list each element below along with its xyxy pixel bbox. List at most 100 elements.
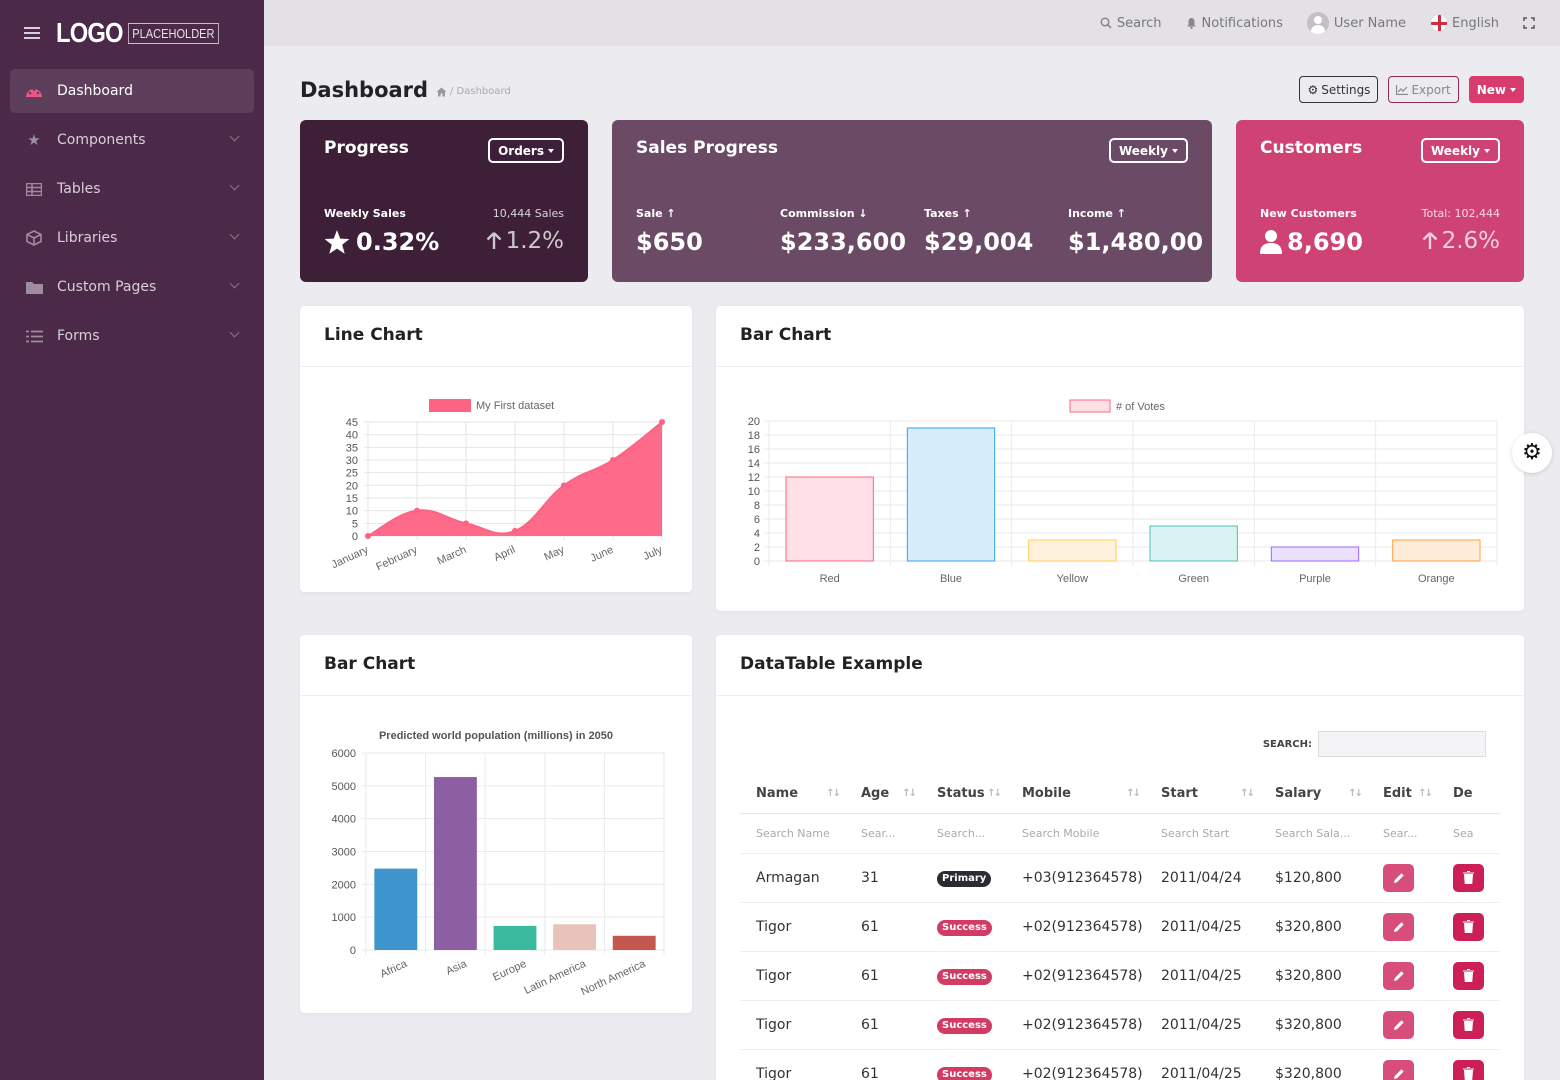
cell-age: 61 <box>845 1049 921 1080</box>
data-point <box>463 520 469 527</box>
delete-button[interactable] <box>1453 1059 1484 1080</box>
weekly-label: Weekly <box>1430 143 1480 158</box>
new-label: New <box>1476 82 1506 97</box>
column-filter-input[interactable]: Search Start <box>1145 813 1259 854</box>
weekly-dropdown[interactable]: Weekly <box>1420 138 1500 163</box>
notifications-link[interactable]: Notifications <box>1186 16 1283 31</box>
cell-salary: $120,800 <box>1259 853 1367 903</box>
x-tick-label: Yellow <box>1057 573 1088 585</box>
sidebar: LOGO PLACEHOLDER Dashboard ★ Components … <box>0 0 264 1080</box>
new-customers-value: 8,690 <box>1287 228 1363 256</box>
sidebar-item-label: Dashboard <box>57 83 133 99</box>
column-header[interactable]: De <box>1437 775 1500 814</box>
column-filter-input[interactable]: Search Sala... <box>1259 813 1367 854</box>
sidebar-item-libraries[interactable]: Libraries <box>10 216 254 260</box>
y-tick-label: 35 <box>346 442 358 454</box>
bar <box>612 935 656 950</box>
delete-button[interactable] <box>1453 1010 1484 1039</box>
delete-button[interactable] <box>1453 961 1484 990</box>
x-tick-label: July <box>641 544 664 563</box>
cell-name: Armagan <box>740 853 845 903</box>
y-tick-label: 6000 <box>332 748 356 760</box>
bar <box>374 868 418 950</box>
export-button[interactable]: Export <box>1388 76 1459 103</box>
menu-toggle-icon[interactable] <box>24 27 40 39</box>
commission-value: $233,600 <box>780 228 907 256</box>
pencil-icon <box>1393 1068 1404 1079</box>
weekly-sales-label: Weekly Sales <box>324 207 406 220</box>
user-menu[interactable]: User Name <box>1306 12 1406 34</box>
y-tick-label: 2000 <box>332 879 356 891</box>
bar <box>785 476 874 562</box>
weekly-dropdown[interactable]: Weekly <box>1108 138 1188 163</box>
sidebar-item-components[interactable]: ★ Components <box>10 118 254 162</box>
column-filter-input[interactable]: Search Mobile <box>1006 813 1145 854</box>
settings-button[interactable]: ⚙ Settings <box>1299 76 1379 103</box>
cell-salary: $320,800 <box>1259 1000 1367 1050</box>
edit-button[interactable] <box>1383 1010 1414 1039</box>
column-header[interactable]: Mobile ↑↓ <box>1006 775 1145 814</box>
y-tick-label: 4 <box>754 528 760 540</box>
expand-icon <box>1523 17 1535 29</box>
edit-button[interactable] <box>1383 912 1414 941</box>
chevron-down-icon <box>229 278 240 289</box>
edit-button[interactable] <box>1383 1059 1414 1080</box>
column-filter-input[interactable]: Search Name <box>740 813 845 854</box>
sort-icon: ↑↓ <box>987 788 1002 799</box>
cell-salary: $320,800 <box>1259 951 1367 1001</box>
search-input[interactable] <box>1318 731 1486 757</box>
settings-gear-button[interactable]: ⚙ <box>1512 433 1552 473</box>
weekly-label: Weekly <box>1118 143 1168 158</box>
column-filter-input[interactable]: Sear... <box>1367 813 1437 854</box>
edit-button[interactable] <box>1383 961 1414 990</box>
fullscreen-button[interactable] <box>1523 17 1540 29</box>
star-icon: ★ <box>27 131 41 149</box>
column-filter-input[interactable]: Sear... <box>845 813 921 854</box>
bar <box>1392 539 1481 562</box>
x-tick-label: Green <box>1178 573 1209 585</box>
column-header[interactable]: Name ↑↓ <box>740 775 845 814</box>
column-header[interactable]: Edit ↑↓ <box>1367 775 1437 814</box>
sidebar-item-custom-pages[interactable]: Custom Pages <box>10 265 254 309</box>
y-tick-label: 4000 <box>332 814 356 826</box>
language-menu[interactable]: English <box>1430 14 1499 32</box>
sidebar-item-tables[interactable]: Tables <box>10 167 254 211</box>
column-header[interactable]: Age ↑↓ <box>845 775 921 814</box>
table-header-row: Name ↑↓ Age ↑↓ Status ↑↓ Mobile ↑↓ Start ↑↓ Salary… <box>740 775 1500 814</box>
sidebar-item-forms[interactable]: Forms <box>10 314 254 358</box>
y-tick-label: 18 <box>748 430 760 442</box>
home-icon[interactable] <box>436 87 447 97</box>
search-label: SEARCH: <box>1262 738 1312 750</box>
column-filter-input[interactable]: Search... <box>921 813 1006 854</box>
column-header[interactable]: Salary ↑↓ <box>1259 775 1367 814</box>
cell-status: Success <box>921 902 1006 952</box>
x-tick-label: Red <box>820 573 840 585</box>
column-filter-input[interactable]: Sea <box>1437 813 1500 854</box>
new-button[interactable]: New <box>1468 76 1524 103</box>
table-row: Tigor 61 Success +02(912364578) 2011/04/25 $3… <box>740 1049 1500 1080</box>
logo-row: LOGO PLACEHOLDER <box>0 0 264 66</box>
trash-icon <box>1463 1067 1474 1080</box>
sale-label: Sale ↑ <box>636 207 676 220</box>
search-link[interactable]: Search <box>1100 16 1162 31</box>
orders-dropdown[interactable]: Orders <box>488 138 564 163</box>
cell-delete <box>1437 951 1500 1001</box>
sales-progress-card: Sales Progress Weekly Sale ↑ $650 Commis… <box>612 120 1212 282</box>
arrow-up-icon: ↑ <box>1116 207 1126 220</box>
logo-text: LOGO <box>56 17 124 48</box>
delete-button[interactable] <box>1453 912 1484 941</box>
progress-title: Progress <box>324 138 409 158</box>
english-flag-icon <box>1430 14 1449 32</box>
cell-edit <box>1367 853 1437 903</box>
delete-button[interactable] <box>1453 863 1484 892</box>
cell-delete <box>1437 1000 1500 1050</box>
sidebar-item-dashboard[interactable]: Dashboard <box>10 69 254 113</box>
chart-title: Predicted world population (millions) in… <box>379 730 613 742</box>
taxes-label: Taxes ↑ <box>924 207 972 220</box>
new-customers-label: New Customers <box>1260 207 1357 220</box>
sort-icon: ↑↓ <box>1348 788 1363 799</box>
column-header[interactable]: Start ↑↓ <box>1145 775 1259 814</box>
edit-button[interactable] <box>1383 863 1414 892</box>
column-header[interactable]: Status ↑↓ <box>921 775 1006 814</box>
table-body: Search Name Sear... Search... Search Mobile… <box>740 813 1500 1080</box>
